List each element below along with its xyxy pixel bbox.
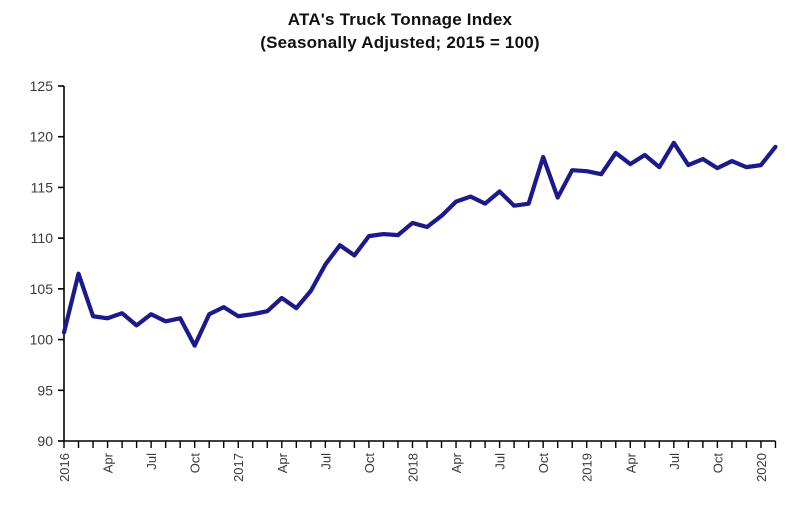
x-axis-tick-label: Oct: [188, 453, 203, 474]
x-axis-tick-label: Oct: [362, 453, 377, 474]
y-axis-tick-label: 100: [30, 332, 54, 348]
x-axis-tick-label: 2018: [405, 453, 420, 482]
x-axis-tick-label: 2019: [580, 453, 595, 482]
y-axis-tick-label: 110: [31, 230, 54, 246]
x-axis-tick-label: Jul: [318, 453, 333, 470]
x-axis-tick-label: Oct: [536, 453, 551, 474]
data-series-group: [61, 140, 778, 348]
y-axis-tick-label: 95: [37, 382, 53, 398]
y-axis-tick-label: 120: [30, 129, 54, 145]
y-axis-tick-label: 105: [30, 281, 54, 297]
x-axis-tick-label: Jul: [493, 453, 508, 470]
x-axis-tick-label: Apr: [275, 452, 290, 473]
y-axis-tick-label: 115: [31, 179, 54, 195]
x-axis-tick-label: 2017: [231, 453, 246, 482]
x-axis-tick-label: 2016: [57, 453, 72, 482]
x-axis-tick-label: Apr: [623, 452, 638, 473]
x-axis-tick-label: Apr: [101, 452, 116, 473]
x-axis-tick-label: Apr: [449, 452, 464, 473]
x-axis-tick-label: Jul: [144, 453, 159, 470]
x-axis-tick-label: Jul: [667, 453, 682, 470]
y-axis-tick-label: 90: [37, 433, 53, 449]
x-axis: 2016 Apr Jul Oct 2017 Apr Jul Oct 2018 Apr Jul Oct 2…: [57, 440, 777, 482]
x-axis-tick-label: Oct: [710, 453, 725, 474]
y-axis: 125 120 115 110 105 100 95 90: [30, 78, 65, 449]
y-axis-tick-label: 125: [30, 78, 54, 94]
x-axis-tick-label: 2020: [754, 453, 769, 482]
data-line: [61, 140, 778, 348]
